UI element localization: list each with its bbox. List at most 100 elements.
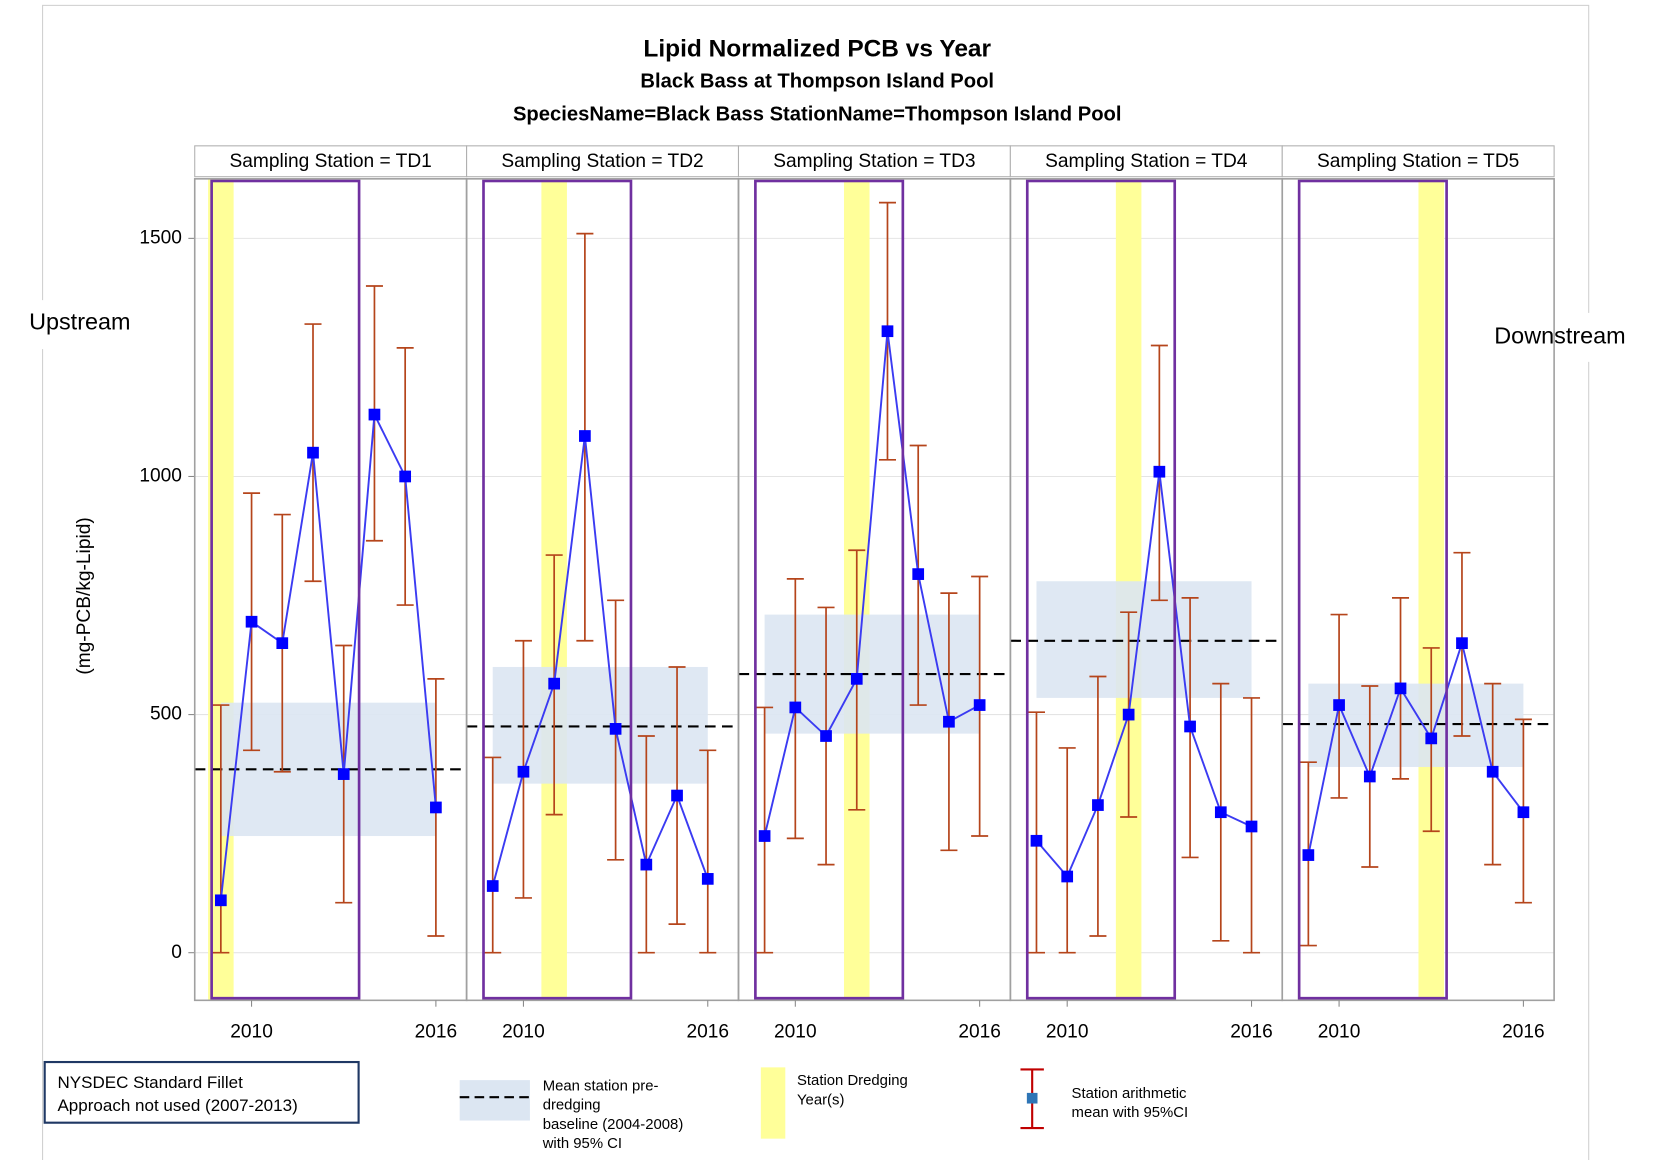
panel-header — [1009, 145, 1283, 178]
marker — [671, 789, 683, 802]
marker — [1061, 870, 1074, 883]
legend: NYSDEC Standard Fillet Approach not used … — [43, 1060, 1189, 1152]
y-tick-label: 0 — [171, 942, 182, 963]
marker — [701, 873, 714, 885]
legend-label: Station arithmetic — [1072, 1086, 1187, 1102]
marker — [912, 568, 925, 580]
marker — [548, 677, 561, 690]
legend-label: Station Dredging — [797, 1073, 908, 1089]
panel-title: Sampling Station = TD2 — [501, 151, 703, 172]
marker — [640, 858, 653, 871]
marker — [1214, 806, 1227, 819]
marker — [276, 637, 289, 650]
x-tick-label: 2016 — [958, 1021, 1001, 1042]
marker — [1030, 834, 1043, 847]
marker — [337, 768, 350, 780]
chart-subtitle: SpeciesName=Black Bass StationName=Thomp… — [513, 103, 1122, 125]
error-bar — [484, 756, 502, 954]
marker — [609, 723, 622, 735]
x-tick-label: 2010 — [1318, 1021, 1361, 1042]
legend-label: Mean station pre- — [543, 1078, 659, 1094]
series-line — [1035, 471, 1252, 879]
annotation-bg — [0, 300, 160, 350]
marker — [973, 699, 986, 711]
x-tick-label: 2016 — [686, 1021, 729, 1042]
marker — [1302, 849, 1315, 861]
panel-title: Sampling Station = TD3 — [773, 151, 975, 172]
error-bar — [756, 706, 774, 954]
marker — [1153, 465, 1166, 478]
marker — [579, 430, 591, 442]
legend-label: Year(s) — [797, 1092, 844, 1108]
marker — [1394, 682, 1407, 695]
error-bar — [212, 704, 230, 954]
fillet-box — [1297, 179, 1448, 1000]
legend-label: with 95% CI — [542, 1136, 622, 1152]
fillet-box — [754, 179, 905, 1000]
annotation: Upstream — [29, 309, 130, 335]
error-bar — [637, 735, 655, 954]
marker — [789, 701, 802, 714]
legend-label: dredging — [543, 1098, 601, 1114]
marker — [1245, 820, 1258, 833]
error-bar — [699, 749, 717, 954]
annotation-bg — [1463, 312, 1660, 362]
marker — [1425, 732, 1438, 745]
marker — [368, 408, 381, 421]
legend-swatch — [459, 1080, 530, 1121]
y-tick-label: 1000 — [139, 466, 182, 487]
chart-title: Lipid Normalized PCB vs Year — [643, 36, 991, 63]
error-bar — [1027, 711, 1045, 954]
x-tick-label: 2010 — [502, 1021, 545, 1042]
marker — [1363, 770, 1376, 783]
marker — [943, 715, 955, 728]
dredging-band — [1418, 178, 1445, 1001]
x-tick-label: 2016 — [415, 1021, 458, 1042]
marker — [307, 446, 319, 459]
marker — [399, 470, 412, 483]
chart-subtitle: Black Bass at Thompson Island Pool — [640, 70, 994, 92]
series-line — [491, 435, 709, 887]
legend-swatch — [1026, 1092, 1038, 1104]
panel-header — [466, 145, 740, 178]
panel-header — [1281, 145, 1555, 178]
error-bar — [1058, 747, 1076, 954]
marker — [1517, 806, 1530, 819]
fillet-box — [210, 179, 361, 1000]
legend-label: baseline (2004-2008) — [543, 1117, 684, 1133]
x-tick-label: 2010 — [774, 1021, 817, 1042]
marker — [517, 765, 530, 778]
marker — [1184, 720, 1196, 733]
marker — [1333, 699, 1345, 711]
marker — [758, 830, 771, 842]
marker — [1122, 708, 1135, 721]
x-tick-label: 2010 — [1046, 1021, 1089, 1042]
marker — [1092, 799, 1104, 811]
marker — [430, 801, 442, 814]
y-tick-label: 500 — [150, 704, 182, 725]
fillet-box — [482, 179, 633, 1000]
fillet-box — [1025, 179, 1177, 1000]
baseline-ci — [1308, 683, 1524, 767]
marker — [1486, 765, 1499, 778]
marker — [820, 730, 832, 742]
panel-title: Sampling Station = TD5 — [1317, 151, 1519, 172]
legend-box — [43, 1060, 360, 1124]
panel-frame — [1281, 178, 1555, 1002]
x-tick-label: 2016 — [1230, 1021, 1273, 1042]
panel-title: Sampling Station = TD1 — [229, 151, 431, 172]
marker — [881, 325, 894, 338]
annotation: Downstream — [1494, 323, 1625, 349]
legend-label: Approach not used (2007-2013) — [57, 1096, 297, 1115]
x-tick-label: 2010 — [230, 1021, 273, 1042]
legend-label: mean with 95%CI — [1072, 1105, 1189, 1121]
x-tick-label: 2016 — [1502, 1021, 1545, 1042]
y-axis-label: (mg-PCB/kg-Lipid) — [74, 517, 95, 674]
legend-label: NYSDEC Standard Fillet — [57, 1073, 243, 1092]
marker — [1456, 637, 1468, 650]
panel-title: Sampling Station = TD4 — [1045, 151, 1248, 172]
marker — [245, 615, 258, 628]
marker — [850, 673, 863, 685]
marker — [214, 894, 227, 907]
